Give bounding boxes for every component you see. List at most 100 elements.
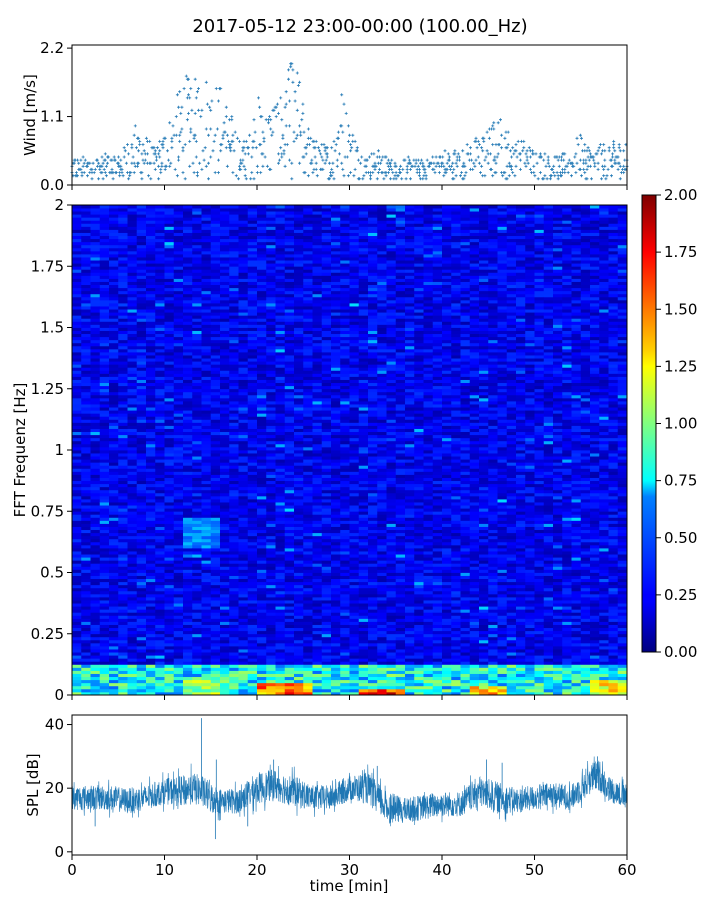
spectrogram-cell (146, 489, 156, 494)
spectrogram-cell (146, 526, 156, 531)
spectrogram-cell (201, 446, 212, 451)
spectrogram-cell (173, 557, 184, 561)
spectrogram-cell (266, 551, 276, 555)
spectrogram-cell (229, 345, 239, 350)
spectrogram-cell (127, 257, 138, 261)
spectrogram-cell (173, 578, 184, 583)
spectrogram-cell (340, 636, 350, 641)
spectrogram-cell (229, 597, 239, 601)
spectrogram-cell (266, 299, 276, 304)
spectrogram-cell (340, 572, 350, 576)
spectrogram-cell (303, 673, 313, 678)
spectrogram-cell (192, 407, 202, 411)
spectrogram-cell (192, 290, 202, 295)
spectrogram-cell (109, 446, 119, 451)
spectrogram-cell (173, 238, 184, 243)
spectrogram-cell (155, 489, 165, 494)
spectrogram-cell (266, 443, 276, 448)
spectrogram-cell (220, 450, 230, 454)
spectrogram-cell (109, 404, 119, 408)
spectrogram-cell (90, 211, 101, 215)
spectrogram-cell (358, 664, 369, 668)
spectrogram-cell (349, 247, 360, 252)
spectrogram-cell (257, 486, 267, 491)
spectrogram-cell (164, 606, 175, 610)
spectrogram-cell (303, 333, 313, 338)
spectrogram-cell (155, 505, 165, 509)
spectrogram-cell (257, 520, 267, 524)
spectrogram-cell (136, 397, 147, 402)
spectrogram-cell (81, 456, 91, 460)
spectrogram-cell (118, 627, 128, 632)
spectrogram-cell (284, 425, 295, 429)
spectrogram-cell (238, 492, 249, 497)
spectrogram-cell (183, 330, 193, 335)
spectrogram-cell (340, 535, 350, 540)
spectrogram-cell (146, 511, 156, 515)
spectrogram-cell (155, 486, 165, 491)
spectrogram-cell (321, 636, 332, 641)
spectrogram-cell (127, 538, 138, 543)
spectrogram-cell (201, 652, 212, 656)
spectrogram-cell (201, 468, 212, 472)
spectrogram-cell (275, 413, 286, 417)
spectrogram-cell (192, 303, 202, 307)
spectrogram-cell (146, 578, 156, 583)
spectrogram-cell (81, 514, 91, 518)
spectrogram-cell (99, 425, 110, 429)
spectrogram-cell (220, 658, 230, 662)
spectrogram-cell (349, 517, 360, 521)
spectrogram-cell (81, 348, 91, 353)
spectrogram-cell (109, 303, 119, 307)
spectrogram-cell (192, 269, 202, 273)
spectrogram-cell (294, 348, 304, 353)
spectrogram-cell (90, 480, 101, 485)
spectrogram-cell (136, 373, 147, 377)
spectrogram-cell (72, 385, 82, 390)
spectrogram-cell (303, 382, 313, 387)
spectrogram-cell (303, 385, 313, 390)
spectrogram-cell (72, 275, 82, 279)
spectrogram-cell (99, 554, 110, 558)
spectrogram-cell (155, 425, 165, 429)
spectrogram-cell (127, 284, 138, 289)
spectrogram-cell (257, 609, 267, 613)
spectrogram-cell (127, 508, 138, 512)
spectrogram-cell (146, 499, 156, 503)
spectrogram-cell (109, 618, 119, 622)
spectrogram-cell (72, 382, 82, 387)
spectrogram-cell (183, 303, 193, 307)
spectrogram-cell (109, 345, 119, 350)
spectrogram-cell (155, 364, 165, 368)
spectrogram-cell (99, 633, 110, 638)
spectrogram-cell (109, 397, 119, 402)
spectrogram-cell (146, 566, 156, 570)
spectrogram-cell (220, 630, 230, 635)
spectrogram-cell (81, 603, 91, 607)
spectrogram-cell (321, 603, 332, 607)
spectrogram-cell (90, 434, 101, 439)
spectrogram-cell (183, 572, 193, 576)
spectrogram-cell (331, 247, 341, 252)
spectrogram-cell (340, 667, 350, 671)
spectrogram-cell (118, 318, 128, 322)
spectrogram-cell (303, 465, 313, 469)
spectrogram-cell (284, 281, 295, 286)
spectrogram-cell (183, 235, 193, 240)
spectrogram-cell (118, 471, 128, 475)
spectrogram-cell (201, 434, 212, 439)
spectrogram-cell (238, 333, 249, 338)
spectrogram-cell (321, 529, 332, 534)
spectrogram-cell (81, 505, 91, 509)
spectrogram-cell (275, 615, 286, 619)
spectrogram-cell (321, 293, 332, 298)
spectrogram-cell (192, 361, 202, 365)
spectrogram-cell (257, 275, 267, 279)
spectrogram-cell (99, 220, 110, 224)
spectrogram-cell (146, 443, 156, 448)
spectrogram-cell (303, 254, 313, 258)
spectrogram-cell (146, 572, 156, 576)
spectrogram-cell (136, 293, 147, 298)
spectrogram-cell (349, 275, 360, 279)
spectrogram-cell (294, 446, 304, 451)
